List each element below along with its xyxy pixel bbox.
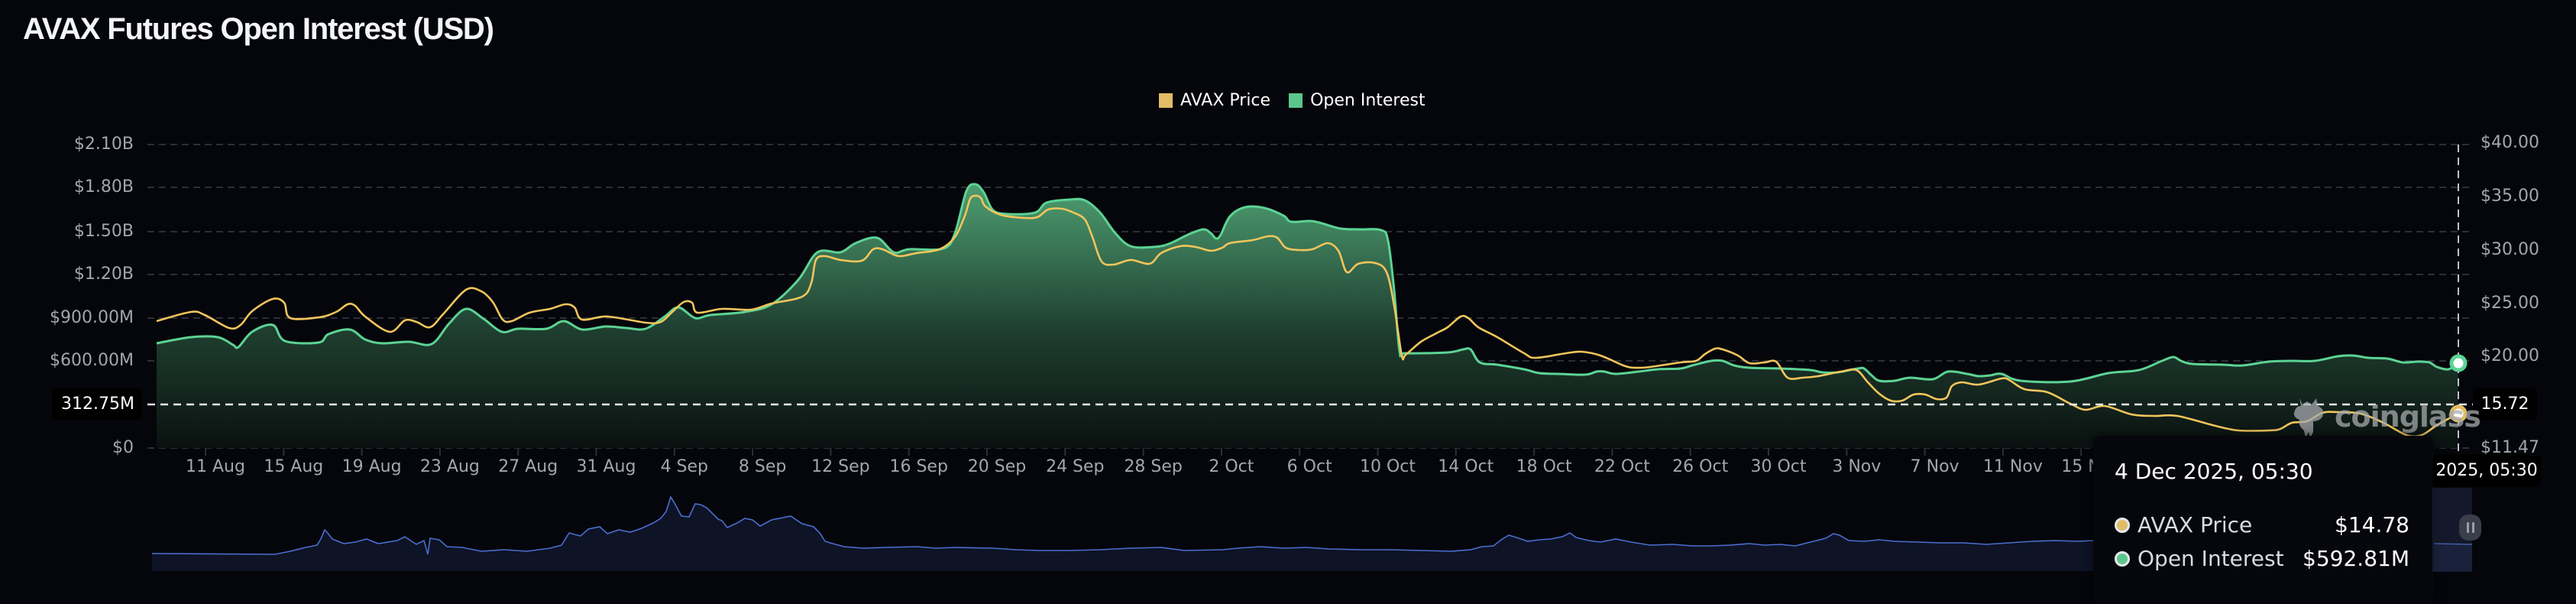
legend-label: Open Interest: [1310, 90, 1426, 110]
open-interest-line: [156, 183, 2459, 384]
y-right-label: $40.00: [2481, 133, 2539, 152]
x-label: 8 Sep: [738, 457, 787, 476]
x-label: 24 Sep: [1046, 457, 1105, 476]
legend: AVAX Price Open Interest: [1159, 89, 1426, 112]
x-label: 2 Oct: [1209, 457, 1254, 476]
y-right-label: $30.00: [2481, 240, 2539, 259]
minimap-area: [152, 497, 2472, 571]
y-right-label: $20.00: [2481, 346, 2539, 365]
legend-swatch-oi: [1289, 93, 1303, 108]
legend-item-avax-price[interactable]: AVAX Price: [1159, 91, 1270, 110]
crosshair-left-value-badge: 312.75M: [52, 388, 142, 421]
y-left-label: $900.00M: [50, 308, 134, 327]
crosshair-date-badge: 2025, 05:30: [2432, 454, 2541, 487]
hover-tooltip: 4 Dec 2025, 05:30 AVAX Price $14.78 Open…: [2093, 436, 2434, 604]
y-left-label: $2.10B: [73, 135, 134, 154]
x-label: 22 Oct: [1594, 457, 1650, 476]
x-label: 14 Oct: [1438, 457, 1494, 476]
legend-item-open-interest[interactable]: Open Interest: [1289, 91, 1426, 110]
x-label: 31 Aug: [576, 457, 636, 476]
legend-swatch-price: [1159, 93, 1173, 108]
y-left-label: $1.20B: [73, 265, 134, 284]
minimap-line: [151, 495, 2473, 555]
x-label: 10 Oct: [1359, 457, 1416, 476]
y-right-label: $25.00: [2481, 294, 2539, 313]
crosshair-right-value-badge: 15.72: [2473, 388, 2537, 421]
tooltip-date: 4 Dec 2025, 05:30: [2115, 459, 2313, 484]
tooltip-value: $14.78: [2335, 512, 2409, 537]
coinglass-watermark: coinglass: [2290, 394, 2481, 440]
tooltip-row-price: AVAX Price $14.78: [2115, 512, 2409, 537]
chart-title: AVAX Futures Open Interest (USD): [23, 12, 494, 46]
tooltip-row-oi: Open Interest $592.81M: [2115, 546, 2409, 571]
tooltip-value: $592.81M: [2303, 546, 2409, 571]
x-label: 6 Oct: [1286, 457, 1332, 476]
watermark-text: coinglass: [2335, 400, 2481, 434]
x-label: 18 Oct: [1516, 457, 1572, 476]
avax-price-line: [156, 194, 2459, 438]
x-label: 20 Sep: [967, 457, 1027, 476]
tooltip-label: Open Interest: [2137, 546, 2284, 571]
open-interest-marker: [2449, 354, 2468, 372]
legend-label: AVAX Price: [1180, 90, 1271, 110]
x-label: 12 Sep: [811, 457, 870, 476]
grip-icon: [2466, 522, 2469, 533]
y-left-label: $1.80B: [73, 177, 134, 196]
x-label: 30 Oct: [1750, 457, 1807, 476]
y-left-label: $600.00M: [50, 351, 134, 370]
y-right-label: $35.00: [2481, 187, 2539, 206]
x-label: 28 Sep: [1124, 457, 1183, 476]
x-label: 11 Aug: [186, 457, 245, 476]
y-left-label: $1.50B: [73, 222, 134, 241]
x-label: 15 Aug: [264, 457, 324, 476]
price-marker: [2449, 404, 2468, 423]
y-right-label: $11.47: [2481, 438, 2539, 457]
x-label: 7 Nov: [1910, 457, 1960, 476]
grip-icon: [2471, 522, 2474, 533]
x-label: 3 Nov: [1832, 457, 1882, 476]
x-label: 11 Nov: [1982, 457, 2043, 476]
x-label: 4 Sep: [660, 457, 709, 476]
x-label: 26 Oct: [1672, 457, 1729, 476]
x-axis-ticks: [205, 448, 2082, 456]
oi-dot-icon: [2115, 550, 2130, 567]
coinglass-logo-icon: [2293, 398, 2324, 438]
tooltip-label: AVAX Price: [2137, 512, 2253, 537]
x-label: 16 Sep: [889, 457, 948, 476]
minimap-drag-handle[interactable]: [2459, 515, 2481, 541]
price-dot-icon: [2115, 517, 2130, 533]
y-left-label: $0: [112, 438, 134, 457]
x-label: 23 Aug: [419, 457, 480, 476]
x-label: 19 Aug: [341, 457, 402, 476]
x-label: 27 Aug: [498, 457, 558, 476]
